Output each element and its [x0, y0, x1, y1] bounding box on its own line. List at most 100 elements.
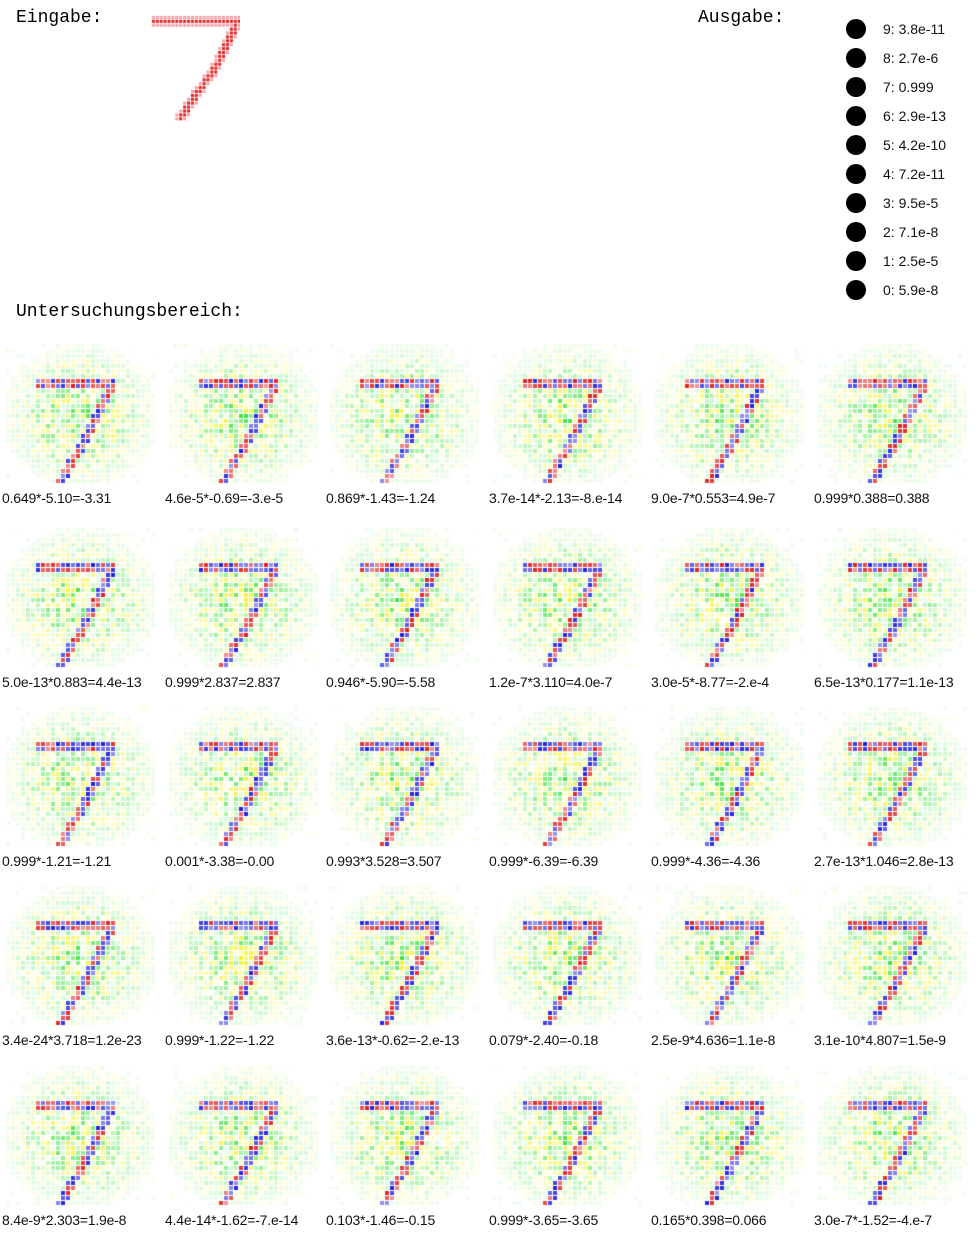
output-item-label: 4: 7.2e-11: [883, 166, 946, 182]
region-cell: 3.0e-7*-1.52=-4.e-7: [814, 1066, 974, 1246]
region-cell-formula: 0.165*0.398=0.066: [651, 1212, 767, 1228]
region-cell: 0.869*-1.43=-1.24: [326, 344, 486, 524]
region-cell: 0.165*0.398=0.066: [651, 1066, 811, 1246]
region-cell-formula: 0.999*2.837=2.837: [165, 674, 281, 690]
output-probability-dot: [846, 251, 866, 271]
region-cell-formula: 0.999*-3.65=-3.65: [489, 1212, 599, 1228]
saliency-heatmap: [489, 707, 649, 847]
region-cell-formula: 3.0e-5*-8.77=-2.e-4: [651, 674, 770, 690]
saliency-heatmap: [2, 528, 162, 668]
saliency-heatmap: [165, 707, 325, 847]
saliency-heatmap: [326, 1066, 486, 1206]
region-cell: 0.999*0.388=0.388: [814, 344, 974, 524]
saliency-heatmap: [326, 344, 486, 484]
region-cell: 8.4e-9*2.303=1.9e-8: [2, 1066, 162, 1246]
region-cell-formula: 0.999*0.388=0.388: [814, 490, 930, 506]
saliency-heatmap: [326, 707, 486, 847]
region-cell-formula: 6.5e-13*0.177=1.1e-13: [814, 674, 954, 690]
output-label: Ausgabe:: [698, 8, 785, 28]
region-cell: 3.7e-14*-2.13=-8.e-14: [489, 344, 649, 524]
saliency-heatmap: [165, 886, 325, 1026]
region-cell-formula: 0.993*3.528=3.507: [326, 853, 442, 869]
region-cell: 0.946*-5.90=-5.58: [326, 528, 486, 708]
saliency-heatmap: [489, 528, 649, 668]
output-item-label: 9: 3.8e-11: [883, 21, 946, 37]
saliency-heatmap: [326, 886, 486, 1026]
region-cell: 0.079*-2.40=-0.18: [489, 886, 649, 1066]
region-cell-formula: 3.1e-10*4.807=1.5e-9: [814, 1032, 946, 1048]
output-probability-dot: [846, 48, 866, 68]
region-cell: 0.999*-1.21=-1.21: [2, 707, 162, 887]
output-probability-dot: [846, 193, 866, 213]
region-cell: 0.103*-1.46=-0.15: [326, 1066, 486, 1246]
region-cell-formula: 0.999*-6.39=-6.39: [489, 853, 599, 869]
saliency-heatmap: [489, 886, 649, 1026]
output-item-label: 5: 4.2e-10: [883, 137, 947, 153]
saliency-heatmap: [2, 707, 162, 847]
region-cell: 0.999*-1.22=-1.22: [165, 886, 325, 1066]
region-cell-formula: 4.4e-14*-1.62=-7.e-14: [165, 1212, 299, 1228]
input-digit-image: [148, 12, 240, 124]
region-cell-formula: 5.0e-13*0.883=4.4e-13: [2, 674, 142, 690]
region-cell: 3.4e-24*3.718=1.2e-23: [2, 886, 162, 1066]
region-cell-formula: 2.7e-13*1.046=2.8e-13: [814, 853, 954, 869]
output-item-label: 7: 0.999: [883, 79, 934, 95]
output-probability-dot: [846, 222, 866, 242]
saliency-heatmap: [489, 1066, 649, 1206]
region-label: Untersuchungsbereich:: [16, 302, 243, 322]
saliency-heatmap: [814, 886, 974, 1026]
region-cell-formula: 0.103*-1.46=-0.15: [326, 1212, 436, 1228]
region-cell-formula: 8.4e-9*2.303=1.9e-8: [2, 1212, 127, 1228]
region-cell-formula: 3.7e-14*-2.13=-8.e-14: [489, 490, 623, 506]
saliency-heatmap: [2, 1066, 162, 1206]
saliency-heatmap: [651, 707, 811, 847]
output-probability-dot: [846, 77, 866, 97]
region-cell-formula: 1.2e-7*3.110=4.0e-7: [489, 674, 613, 690]
region-cell-formula: 0.079*-2.40=-0.18: [489, 1032, 599, 1048]
saliency-heatmap: [489, 344, 649, 484]
region-cell: 0.999*-3.65=-3.65: [489, 1066, 649, 1246]
output-item-label: 0: 5.9e-8: [883, 282, 939, 298]
output-item-label: 3: 9.5e-5: [883, 195, 939, 211]
region-cell: 4.4e-14*-1.62=-7.e-14: [165, 1066, 325, 1246]
region-cell-formula: 9.0e-7*0.553=4.9e-7: [651, 490, 776, 506]
output-item-label: 6: 2.9e-13: [883, 108, 947, 124]
output-item-label: 8: 2.7e-6: [883, 50, 939, 66]
region-cell-formula: 3.0e-7*-1.52=-4.e-7: [814, 1212, 933, 1228]
saliency-heatmap: [651, 344, 811, 484]
region-cell: 0.993*3.528=3.507: [326, 707, 486, 887]
saliency-heatmap: [326, 528, 486, 668]
region-cell-formula: 2.5e-9*4.636=1.1e-8: [651, 1032, 776, 1048]
region-cell-formula: 0.649*-5.10=-3.31: [2, 490, 112, 506]
region-cell: 0.999*-4.36=-4.36: [651, 707, 811, 887]
region-cell-formula: 3.4e-24*3.718=1.2e-23: [2, 1032, 142, 1048]
output-probability-dot: [846, 135, 866, 155]
region-cell: 9.0e-7*0.553=4.9e-7: [651, 344, 811, 524]
output-probability-dot: [846, 106, 866, 126]
region-cell: 6.5e-13*0.177=1.1e-13: [814, 528, 974, 708]
saliency-heatmap: [814, 1066, 974, 1206]
saliency-heatmap: [651, 528, 811, 668]
output-probability-dot: [846, 164, 866, 184]
output-item-label: 2: 7.1e-8: [883, 224, 939, 240]
region-cell-formula: 0.999*-1.21=-1.21: [2, 853, 112, 869]
region-cell: 5.0e-13*0.883=4.4e-13: [2, 528, 162, 708]
output-item-label: 1: 2.5e-5: [883, 253, 939, 269]
region-cell: 3.6e-13*-0.62=-2.e-13: [326, 886, 486, 1066]
saliency-heatmap: [814, 344, 974, 484]
output-probability-dot: [846, 19, 866, 39]
output-probability-dot: [846, 280, 866, 300]
region-cell-formula: 0.999*-4.36=-4.36: [651, 853, 761, 869]
saliency-heatmap: [165, 1066, 325, 1206]
region-cell: 0.001*-3.38=-0.00: [165, 707, 325, 887]
region-cell: 3.0e-5*-8.77=-2.e-4: [651, 528, 811, 708]
region-cell-formula: 0.001*-3.38=-0.00: [165, 853, 275, 869]
region-cell: 1.2e-7*3.110=4.0e-7: [489, 528, 649, 708]
region-cell: 0.999*2.837=2.837: [165, 528, 325, 708]
region-cell: 0.649*-5.10=-3.31: [2, 344, 162, 524]
region-cell: 2.7e-13*1.046=2.8e-13: [814, 707, 974, 887]
region-cell-formula: 0.946*-5.90=-5.58: [326, 674, 436, 690]
saliency-heatmap: [2, 344, 162, 484]
region-cell: 2.5e-9*4.636=1.1e-8: [651, 886, 811, 1066]
input-label: Eingabe:: [16, 8, 103, 28]
